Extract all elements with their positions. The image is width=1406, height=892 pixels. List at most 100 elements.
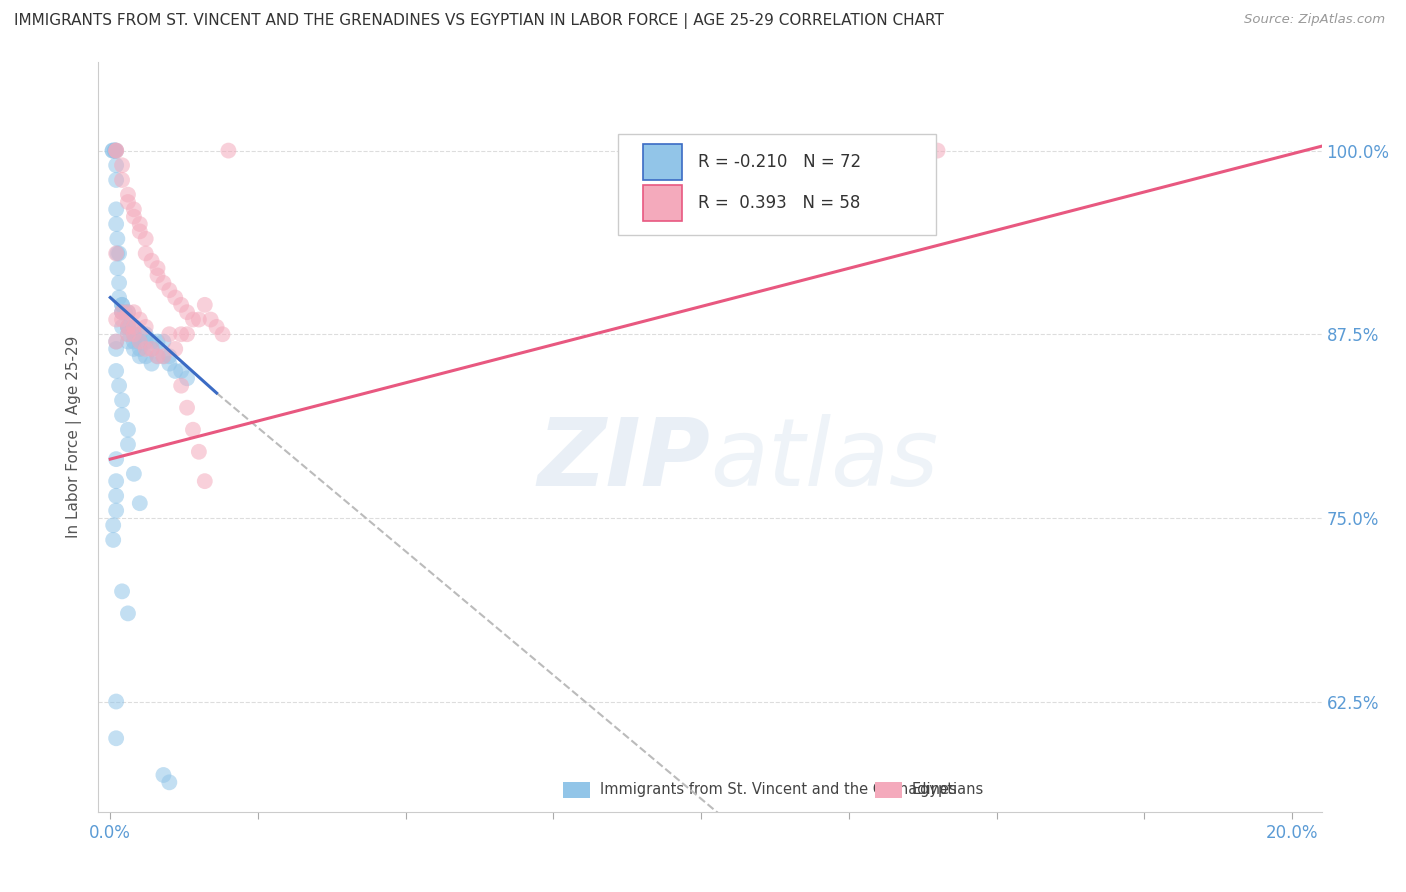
Point (135, 342, 157, 356)
Point (128, 334, 150, 349)
Bar (643, 185, 682, 220)
Point (165, 291, 187, 305)
Point (105, 334, 128, 349)
Point (105, 694, 128, 708)
Point (152, 276, 174, 290)
Point (104, 144, 127, 158)
Point (128, 496, 150, 510)
Point (128, 217, 150, 231)
Point (105, 342, 128, 356)
Point (128, 349, 150, 363)
Point (105, 474, 128, 488)
Point (808, 144, 831, 158)
Point (117, 334, 139, 349)
Point (181, 312, 204, 326)
Point (105, 173, 128, 187)
Point (200, 312, 222, 326)
Point (117, 437, 139, 451)
Point (101, 144, 124, 158)
Point (170, 364, 193, 378)
Point (135, 334, 157, 349)
Text: R =  0.393   N = 58: R = 0.393 N = 58 (697, 194, 860, 211)
Point (117, 327, 139, 342)
Point (170, 298, 193, 312)
Point (157, 349, 180, 363)
Point (105, 312, 128, 326)
Point (104, 144, 127, 158)
Point (176, 327, 198, 342)
Point (135, 349, 157, 363)
Text: Immigrants from St. Vincent and the Grenadines: Immigrants from St. Vincent and the Gren… (600, 782, 956, 797)
Point (117, 319, 139, 334)
Point (165, 364, 187, 378)
Point (749, 144, 772, 158)
Point (868, 144, 890, 158)
Point (146, 349, 169, 363)
Point (108, 246, 131, 260)
Point (117, 327, 139, 342)
Point (128, 312, 150, 326)
Point (170, 327, 193, 342)
Point (157, 775, 180, 789)
Point (170, 378, 193, 392)
Point (111, 298, 134, 312)
Point (111, 305, 134, 319)
Point (194, 298, 217, 312)
Point (105, 364, 128, 378)
Point (108, 276, 131, 290)
Point (105, 261, 128, 276)
Point (111, 393, 134, 408)
Point (187, 312, 209, 326)
Point (105, 144, 128, 158)
Point (122, 342, 145, 356)
Point (114, 305, 136, 319)
Point (117, 187, 139, 202)
Point (128, 224, 150, 238)
Point (111, 298, 134, 312)
Point (181, 423, 204, 437)
Point (111, 312, 134, 326)
Point (111, 408, 134, 422)
Point (122, 202, 145, 217)
Point (176, 305, 198, 319)
Point (117, 305, 139, 319)
Point (117, 319, 139, 334)
Point (117, 194, 139, 209)
Point (117, 305, 139, 319)
Point (122, 319, 145, 334)
Point (146, 268, 169, 283)
Point (141, 253, 163, 268)
Point (105, 217, 128, 231)
Point (157, 357, 180, 371)
Point (105, 246, 128, 260)
Point (111, 305, 134, 319)
Point (135, 319, 157, 334)
Point (128, 327, 150, 342)
Point (105, 334, 128, 349)
Point (111, 319, 134, 334)
Point (146, 349, 169, 363)
Point (217, 144, 239, 158)
Point (111, 305, 134, 319)
Text: Source: ZipAtlas.com: Source: ZipAtlas.com (1244, 13, 1385, 27)
Bar (564, 781, 591, 798)
Point (927, 144, 949, 158)
Point (141, 357, 163, 371)
Point (103, 518, 125, 533)
Point (105, 731, 128, 746)
Point (122, 467, 145, 481)
Point (152, 349, 174, 363)
Point (205, 319, 228, 334)
Point (108, 291, 131, 305)
Point (194, 474, 217, 488)
Text: Egyptians: Egyptians (912, 782, 984, 797)
Text: IMMIGRANTS FROM ST. VINCENT AND THE GRENADINES VS EGYPTIAN IN LABOR FORCE | AGE : IMMIGRANTS FROM ST. VINCENT AND THE GREN… (14, 13, 943, 29)
Point (105, 144, 128, 158)
Point (105, 489, 128, 503)
Point (122, 327, 145, 342)
Point (211, 327, 233, 342)
Point (117, 423, 139, 437)
Point (117, 607, 139, 621)
Point (122, 305, 145, 319)
Y-axis label: In Labor Force | Age 25-29: In Labor Force | Age 25-29 (66, 336, 83, 538)
